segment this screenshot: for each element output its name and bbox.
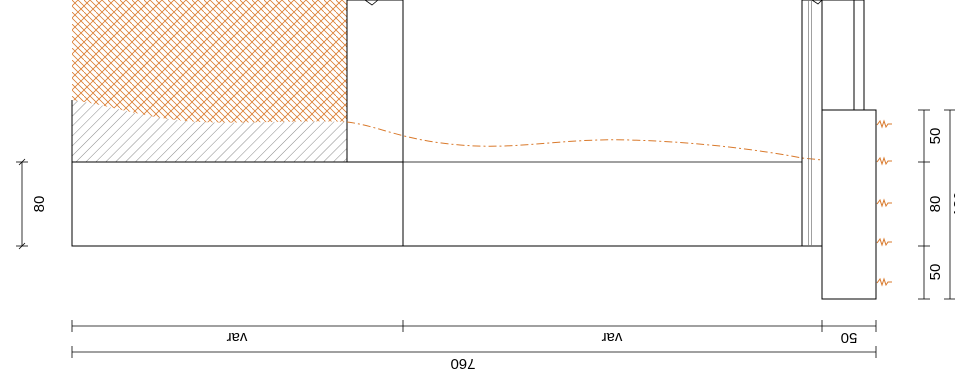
soil-fill xyxy=(72,0,347,123)
footing-left xyxy=(71,161,404,247)
dim-right-total-label: 180 xyxy=(951,191,955,216)
dim-bottom-total-label: 760 xyxy=(450,355,475,372)
dim-bottom-middle-label: var xyxy=(602,329,623,346)
dim-right-total: 180 xyxy=(944,109,955,300)
dim-bottom-left-label: var xyxy=(227,329,248,346)
dim-bottom-chain: var var 50 xyxy=(71,320,877,346)
dim-right-bottom-label: 50 xyxy=(927,264,944,281)
dim-left-label: 80 xyxy=(31,196,48,213)
water-line xyxy=(346,121,823,161)
dim-right-top-label: 50 xyxy=(927,128,944,145)
dim-left-height: 80 xyxy=(16,158,48,250)
break-marks xyxy=(876,119,892,287)
dim-right-middle-label: 80 xyxy=(927,196,944,213)
vertical-wall xyxy=(346,0,404,163)
backfill-hatch xyxy=(72,100,347,162)
right-wall xyxy=(821,0,855,111)
dim-bottom-total: 760 xyxy=(71,346,877,372)
dim-right-chain: 50 80 50 xyxy=(918,109,944,300)
right-foundation xyxy=(821,109,877,300)
dim-bottom-right-label: 50 xyxy=(841,329,858,346)
